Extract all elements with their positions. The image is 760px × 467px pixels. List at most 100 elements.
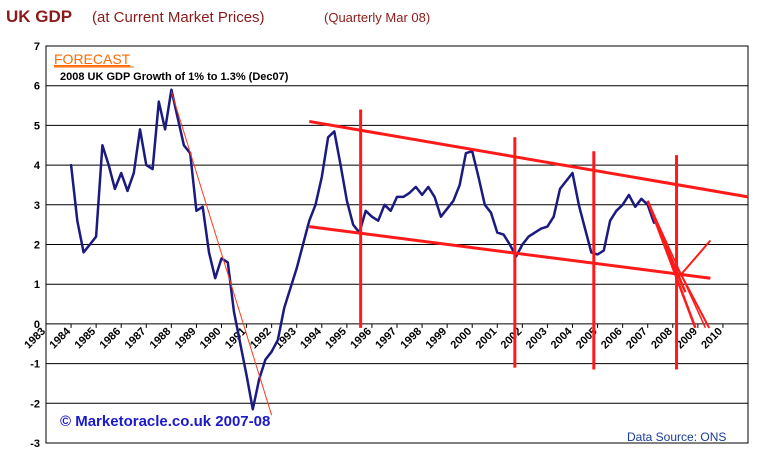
data-point	[534, 231, 536, 234]
data-point	[640, 198, 643, 200]
data-point	[408, 192, 411, 194]
y-tick-label: 1	[34, 279, 40, 291]
y-tick-label: -1	[30, 359, 40, 371]
data-point	[289, 287, 292, 289]
x-tick-label: 1990	[198, 326, 224, 352]
forecast-upturn-line	[677, 239, 712, 279]
x-axis-ticks: 1983 1984 1985 1986 1987 1988 1989 1990 1991 1992…	[22, 323, 725, 352]
data-point	[183, 144, 185, 147]
data-point	[433, 196, 436, 198]
data-point	[107, 164, 110, 166]
data-point	[346, 200, 348, 202]
data-point	[214, 277, 217, 280]
y-tick-label: 0	[34, 319, 40, 331]
data-point	[158, 100, 160, 103]
x-tick-label: 1986	[98, 326, 124, 352]
data-point	[565, 180, 568, 182]
forecast-line-c	[647, 200, 707, 329]
data-point	[571, 172, 574, 174]
y-tick-label: 4	[34, 160, 41, 172]
data-point	[465, 152, 467, 154]
data-point	[540, 227, 542, 230]
data-point	[596, 253, 599, 256]
data-point	[458, 184, 461, 186]
data-point	[164, 128, 166, 131]
data-point	[603, 249, 605, 252]
data-point	[396, 196, 398, 198]
data-point	[546, 225, 549, 228]
data-point	[220, 257, 223, 260]
data-point	[239, 342, 242, 345]
data-point	[176, 116, 179, 119]
x-tick-label: 2009	[674, 326, 700, 352]
data-point	[364, 209, 367, 212]
data-point	[477, 176, 480, 178]
data-point	[252, 408, 254, 411]
data-point	[502, 233, 505, 236]
forecast-line-b	[646, 200, 697, 329]
data-point	[333, 130, 336, 133]
data-point	[440, 215, 442, 218]
data-point	[352, 223, 354, 226]
data-point	[628, 194, 630, 196]
x-tick-label: 1988	[148, 326, 174, 352]
x-tick-label: 2001	[474, 326, 500, 352]
data-point	[552, 215, 555, 218]
data-point	[609, 219, 611, 222]
data-point	[371, 215, 373, 218]
data-point	[521, 243, 524, 246]
x-tick-label: 1999	[423, 326, 449, 352]
x-tick-label: 1985	[72, 326, 98, 352]
x-tick-label: 1994	[298, 325, 324, 351]
data-point	[226, 261, 229, 264]
chart-title-sub: (at Current Market Prices)	[92, 9, 265, 26]
x-tick-label: 2000	[449, 326, 475, 352]
data-point	[82, 251, 85, 254]
data-point	[339, 164, 342, 166]
data-point	[389, 209, 392, 212]
data-point	[295, 267, 298, 270]
data-point	[320, 176, 323, 178]
x-tick-label: 1984	[47, 325, 73, 351]
data-point	[327, 136, 329, 139]
y-tick-label: 2	[34, 240, 40, 252]
data-point	[89, 243, 91, 246]
data-point	[427, 186, 430, 188]
data-point	[101, 144, 104, 147]
data-point	[201, 205, 204, 208]
data-point	[76, 219, 79, 222]
decline-1988-line	[170, 91, 273, 416]
x-tick-label: 1987	[123, 326, 149, 352]
y-tick-label: -2	[30, 398, 40, 410]
data-point	[95, 235, 97, 238]
x-tick-label: 1989	[173, 326, 199, 352]
data-point	[233, 311, 235, 313]
data-point	[577, 204, 580, 206]
gridlines	[46, 45, 748, 444]
series-layer	[69, 88, 656, 411]
data-point	[559, 188, 561, 190]
copyright-text: © Marketoracle.co.uk 2007-08	[60, 413, 270, 430]
data-point	[483, 204, 486, 206]
data-point	[277, 338, 279, 341]
lower-channel-line	[309, 225, 711, 280]
data-point	[120, 172, 123, 174]
data-point	[490, 211, 492, 214]
forecast-note: 2008 UK GDP Growth of 1% to 1.3% (Dec07)	[60, 71, 289, 83]
x-tick-label: 1996	[348, 326, 374, 352]
data-point	[527, 235, 530, 238]
x-tick-label: 2003	[524, 326, 550, 352]
x-tick-label: 1995	[323, 326, 349, 352]
x-tick-label: 1992	[248, 326, 274, 352]
data-point	[70, 164, 72, 166]
data-point	[615, 209, 618, 212]
x-tick-label: 2008	[649, 326, 675, 352]
y-tick-label: 5	[34, 120, 40, 132]
data-point	[145, 164, 148, 166]
data-point	[383, 204, 386, 206]
chart-title-main: UK GDP	[6, 7, 72, 26]
chart-title-note: (Quarterly Mar 08)	[324, 10, 430, 25]
data-source-text: Data Source: ONS	[627, 430, 726, 444]
data-point	[132, 172, 135, 174]
